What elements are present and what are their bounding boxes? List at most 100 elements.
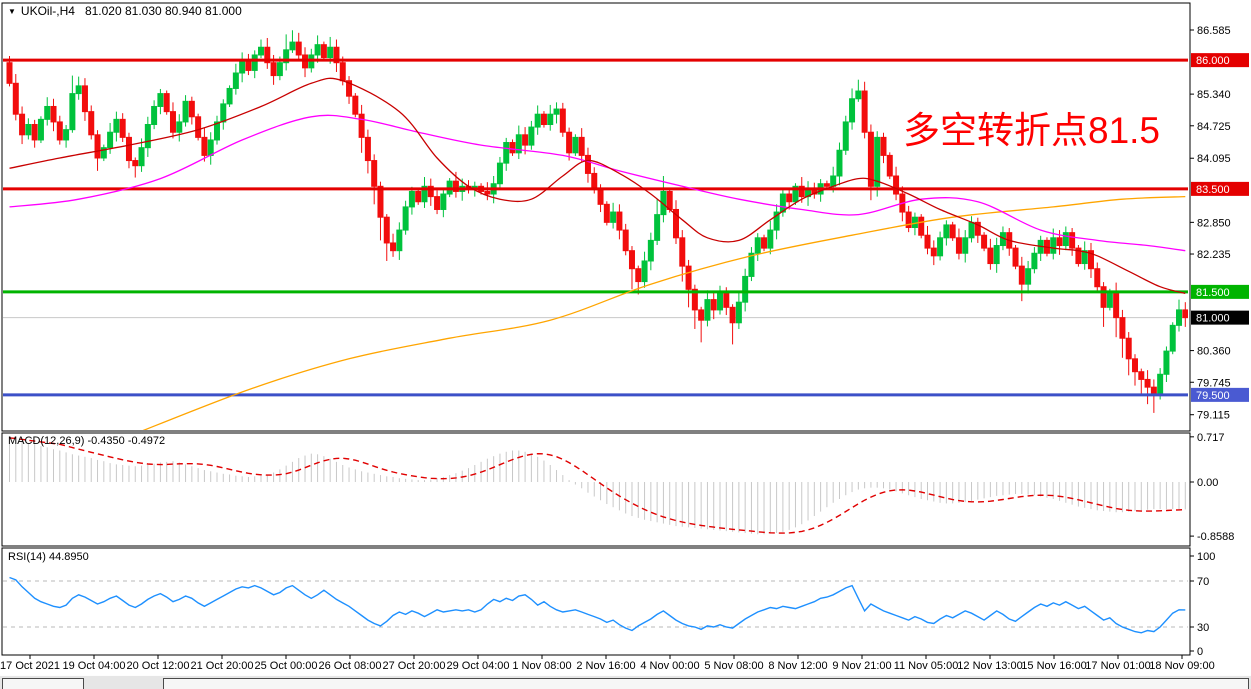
candlestick: [402, 200, 409, 235]
price-axis-label: 79.115: [1197, 410, 1230, 422]
candlestick: [1037, 235, 1044, 261]
candle-body: [1100, 286, 1107, 308]
candlestick: [509, 139, 516, 156]
candle-body: [761, 237, 768, 249]
candlestick: [251, 50, 258, 79]
candlestick: [981, 232, 988, 252]
time-axis-label: 17 Oct 2021: [0, 660, 60, 672]
macd-panel[interactable]: [1, 432, 1191, 547]
candlestick: [679, 230, 686, 282]
candlestick: [264, 37, 271, 69]
price-badge-label: 83.500: [1196, 184, 1230, 196]
candlestick: [220, 99, 227, 130]
candle-body: [974, 221, 981, 236]
candle-body: [603, 203, 610, 223]
candle-body: [962, 237, 969, 254]
candle-body: [213, 121, 220, 141]
candlestick: [855, 79, 862, 102]
macd-signal-line: [9, 437, 1186, 534]
candle-body: [113, 118, 120, 133]
candlestick: [792, 183, 799, 205]
symbol-title: ▼ UKOil-,H4 81.020 81.030 80.940 81.000: [8, 4, 242, 18]
candlestick: [786, 189, 793, 210]
price-badge-label: 81.000: [1196, 313, 1230, 325]
candlestick: [886, 152, 893, 180]
candle-body: [264, 46, 271, 64]
candlestick: [358, 104, 365, 153]
price-badge: [1191, 181, 1249, 196]
candlestick: [635, 265, 642, 295]
candle-body: [1157, 373, 1164, 396]
candle-body: [1144, 378, 1151, 388]
candlestick: [69, 75, 76, 133]
candlestick: [949, 221, 956, 241]
price-badge: [1191, 284, 1249, 299]
rsi-axis-label: 30: [1197, 622, 1209, 634]
candle-body: [672, 208, 679, 239]
candlestick: [628, 246, 635, 290]
candle-body: [1094, 268, 1101, 288]
candle-body: [937, 237, 944, 257]
candlestick: [578, 128, 585, 162]
chart-dropdown-arrow-icon[interactable]: ▼: [8, 7, 16, 16]
candlestick: [182, 95, 189, 127]
candle-body: [377, 185, 384, 218]
candlestick: [371, 154, 378, 205]
candle-body: [320, 44, 327, 59]
price-axis[interactable]: 86.585 85.340 84.725 84.095 82.850 82.235 80.3…: [1190, 25, 1249, 658]
candle-body: [19, 113, 26, 136]
bottom-tab[interactable]: [163, 678, 1249, 689]
candle-body: [654, 214, 661, 241]
candlestick: [805, 181, 812, 206]
candlestick: [119, 113, 126, 143]
candlestick: [176, 114, 183, 142]
candle-body: [358, 113, 365, 138]
candle-body: [943, 224, 950, 239]
candle-body: [396, 229, 403, 252]
ohlc-quote: 81.020 81.030 80.940 81.000: [84, 4, 242, 18]
candle-body: [226, 87, 233, 105]
macd-axis-label: 0.717: [1197, 432, 1225, 444]
rsi-panel[interactable]: [1, 547, 1191, 656]
bottom-tab[interactable]: [2, 678, 84, 689]
candle-body: [597, 188, 604, 205]
candlestick: [654, 199, 661, 246]
candlestick: [685, 259, 692, 308]
candlestick: [603, 201, 610, 226]
time-axis-label: 15 Nov 16:00: [1021, 660, 1086, 672]
price-axis-label: 84.725: [1197, 121, 1231, 133]
candlestick: [905, 205, 912, 233]
candlestick: [81, 78, 88, 121]
candle-body: [515, 134, 522, 154]
candle-body: [981, 234, 988, 249]
candlestick: [50, 98, 57, 132]
candlestick: [528, 120, 535, 150]
candle-body: [566, 131, 573, 154]
candle-body: [792, 185, 799, 203]
candle-body: [698, 309, 705, 321]
candlestick: [151, 100, 158, 130]
candlestick: [1069, 228, 1076, 256]
candle-body: [968, 221, 975, 239]
candle-body: [616, 211, 623, 231]
candle-body: [742, 275, 749, 303]
candlestick: [660, 176, 667, 223]
candlestick: [572, 134, 579, 156]
candle-body: [364, 136, 371, 162]
candle-body: [880, 136, 887, 156]
candlestick: [842, 115, 849, 155]
main-chart-panel[interactable]: [1, 2, 1191, 432]
candlestick: [390, 233, 397, 257]
candle-body: [81, 85, 88, 113]
candle-body: [867, 131, 874, 187]
candlestick: [333, 39, 340, 72]
time-axis[interactable]: 17 Oct 2021 19 Oct 04:00 20 Oct 12:00 21 Oc…: [0, 655, 1215, 672]
candlestick: [943, 220, 950, 246]
candle-body: [1176, 309, 1183, 326]
candlestick: [610, 202, 617, 229]
candlestick: [138, 138, 145, 172]
time-axis-label: 1 Nov 08:00: [512, 660, 571, 672]
candlestick: [1025, 260, 1032, 294]
